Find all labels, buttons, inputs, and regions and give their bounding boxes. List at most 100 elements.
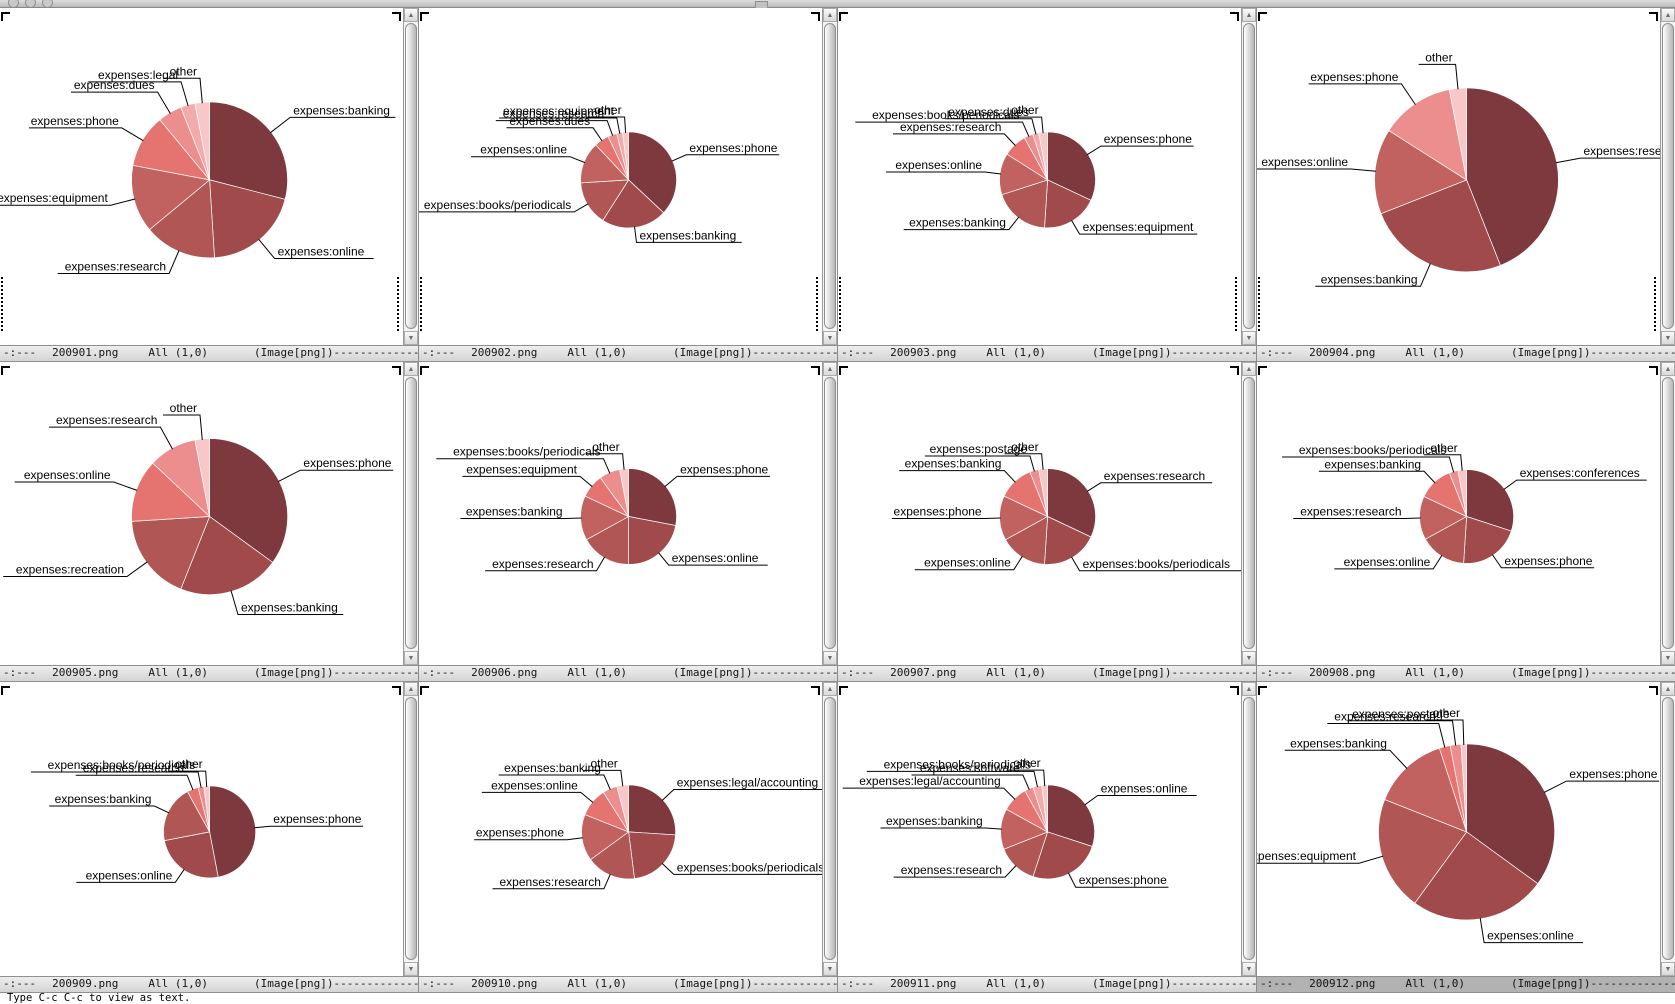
scroll-down-arrow-icon[interactable]: ▼ bbox=[1661, 962, 1675, 976]
svg-text:expenses:recreation: expenses:recreation bbox=[16, 563, 124, 577]
image-buffer[interactable]: expenses:phone expenses:equipment expenses… bbox=[838, 8, 1256, 345]
scroll-down-arrow-icon[interactable]: ▼ bbox=[404, 962, 418, 976]
modeline-dashes: ----------------------------------------… bbox=[333, 977, 418, 990]
modeline[interactable]: -:--- 200911.png All (1,0) (Image[png])----… bbox=[838, 976, 1256, 993]
scroll-up-arrow-icon[interactable]: ▲ bbox=[404, 362, 418, 376]
svg-text:expenses:legal/accounting: expenses:legal/accounting bbox=[859, 774, 1000, 788]
image-buffer[interactable]: expenses:phone expenses:online expenses:eq… bbox=[1257, 682, 1675, 976]
svg-text:expenses:legal/accounting: expenses:legal/accounting bbox=[677, 776, 818, 790]
scrollbar-thumb[interactable] bbox=[405, 23, 417, 329]
modeline-major-mode: (Image[png]) bbox=[672, 666, 753, 679]
modeline-buffer-name: 200907.png bbox=[890, 666, 957, 679]
scroll-down-arrow-icon[interactable]: ▼ bbox=[1661, 651, 1675, 665]
image-buffer[interactable]: expenses:banking expenses:online expenses:… bbox=[0, 8, 418, 345]
image-corner-mark bbox=[1258, 12, 1267, 21]
image-buffer[interactable]: expenses:online expenses:phone expenses:re… bbox=[838, 682, 1256, 976]
modeline[interactable]: -:--- 200910.png All (1,0) (Image[png])----… bbox=[419, 976, 837, 993]
modeline[interactable]: -:--- 200908.png All (1,0) (Image[png])----… bbox=[1257, 665, 1675, 682]
scroll-up-arrow-icon[interactable]: ▲ bbox=[1661, 682, 1675, 696]
modeline-buffer-name: 200912.png bbox=[1309, 977, 1376, 990]
image-buffer[interactable]: expenses:research expenses:banking expense… bbox=[1257, 8, 1675, 345]
modeline-prefix: -:--- bbox=[422, 977, 456, 990]
image-buffer[interactable]: expenses:conferences expenses:phone expens… bbox=[1257, 362, 1675, 665]
scroll-up-arrow-icon[interactable]: ▲ bbox=[1242, 8, 1256, 22]
scroll-down-arrow-icon[interactable]: ▼ bbox=[823, 651, 837, 665]
modeline[interactable]: -:--- 200909.png All (1,0) (Image[png])----… bbox=[0, 976, 418, 993]
scroll-down-arrow-icon[interactable]: ▼ bbox=[823, 331, 837, 345]
scroll-up-arrow-icon[interactable]: ▲ bbox=[823, 8, 837, 22]
modeline[interactable]: -:--- 200906.png All (1,0) (Image[png])----… bbox=[419, 665, 837, 682]
scroll-down-arrow-icon[interactable]: ▼ bbox=[1242, 962, 1256, 976]
scrollbar-thumb[interactable] bbox=[1662, 23, 1674, 329]
scrollbar[interactable]: ▲ ▼ bbox=[403, 682, 418, 976]
scroll-up-arrow-icon[interactable]: ▲ bbox=[823, 682, 837, 696]
scrollbar[interactable]: ▲ ▼ bbox=[1660, 362, 1675, 665]
scrollbar[interactable]: ▲ ▼ bbox=[822, 8, 837, 345]
svg-text:expenses:research: expenses:research bbox=[56, 413, 157, 427]
image-corner-mark bbox=[1, 12, 10, 21]
scrollbar[interactable]: ▲ ▼ bbox=[1241, 8, 1256, 345]
scroll-down-arrow-icon[interactable]: ▼ bbox=[1242, 651, 1256, 665]
svg-text:expenses:books/periodicals: expenses:books/periodicals bbox=[48, 758, 195, 772]
scrollbar-thumb[interactable] bbox=[1243, 23, 1255, 329]
fringe-continuation-dots bbox=[1654, 277, 1656, 331]
scrollbar[interactable]: ▲ ▼ bbox=[1660, 8, 1675, 345]
window-close-button[interactable] bbox=[8, 0, 19, 8]
scrollbar-thumb[interactable] bbox=[1243, 697, 1255, 960]
scroll-up-arrow-icon[interactable]: ▲ bbox=[1661, 362, 1675, 376]
scrollbar-thumb[interactable] bbox=[824, 697, 836, 960]
scroll-up-arrow-icon[interactable]: ▲ bbox=[1242, 682, 1256, 696]
image-buffer[interactable]: expenses:phone expenses:banking expenses:b… bbox=[419, 8, 837, 345]
scroll-down-arrow-icon[interactable]: ▼ bbox=[404, 331, 418, 345]
scroll-up-arrow-icon[interactable]: ▲ bbox=[1661, 8, 1675, 22]
scroll-down-arrow-icon[interactable]: ▼ bbox=[404, 651, 418, 665]
window-minimize-button[interactable] bbox=[25, 0, 36, 8]
scrollbar-thumb[interactable] bbox=[824, 23, 836, 329]
scrollbar[interactable]: ▲ ▼ bbox=[403, 362, 418, 665]
image-buffer[interactable]: expenses:phone expenses:banking expenses:r… bbox=[0, 362, 418, 665]
svg-text:expenses:legal: expenses:legal bbox=[98, 68, 178, 82]
image-buffer[interactable]: expenses:research expenses:books/periodic… bbox=[838, 362, 1256, 665]
modeline[interactable]: -:--- 200901.png All (1,0) (Image[png])----… bbox=[0, 345, 418, 362]
scroll-up-arrow-icon[interactable]: ▲ bbox=[823, 362, 837, 376]
modeline[interactable]: -:--- 200912.png All (1,0) (Image[png])----… bbox=[1257, 976, 1675, 993]
svg-text:expenses:phone: expenses:phone bbox=[273, 812, 361, 826]
scrollbar-thumb[interactable] bbox=[1662, 697, 1674, 960]
scrollbar[interactable]: ▲ ▼ bbox=[1241, 362, 1256, 665]
scrollbar[interactable]: ▲ ▼ bbox=[403, 8, 418, 345]
scroll-down-arrow-icon[interactable]: ▼ bbox=[1242, 331, 1256, 345]
scroll-up-arrow-icon[interactable]: ▲ bbox=[1242, 362, 1256, 376]
image-corner-mark bbox=[420, 12, 429, 21]
svg-text:expenses:books/periodicals: expenses:books/periodicals bbox=[424, 198, 571, 212]
scrollbar-thumb[interactable] bbox=[1243, 377, 1255, 649]
window-zoom-button[interactable] bbox=[42, 0, 53, 8]
modeline-major-mode: (Image[png]) bbox=[1510, 346, 1591, 359]
scrollbar-thumb[interactable] bbox=[405, 697, 417, 960]
scrollbar-thumb[interactable] bbox=[405, 377, 417, 649]
svg-text:expenses:online: expenses:online bbox=[895, 158, 982, 172]
modeline-dashes: ----------------------------------------… bbox=[333, 346, 418, 359]
image-buffer[interactable]: expenses:phone expenses:online expenses:ba… bbox=[0, 682, 418, 976]
scrollbar[interactable]: ▲ ▼ bbox=[1241, 682, 1256, 976]
scroll-up-arrow-icon[interactable]: ▲ bbox=[404, 8, 418, 22]
modeline[interactable]: -:--- 200903.png All (1,0) (Image[png])----… bbox=[838, 345, 1256, 362]
scroll-down-arrow-icon[interactable]: ▼ bbox=[1661, 331, 1675, 345]
modeline[interactable]: -:--- 200907.png All (1,0) (Image[png])----… bbox=[838, 665, 1256, 682]
fringe-continuation-dots bbox=[420, 277, 422, 331]
image-buffer[interactable]: expenses:legal/accounting expenses:books/… bbox=[419, 682, 837, 976]
scroll-down-arrow-icon[interactable]: ▼ bbox=[823, 962, 837, 976]
scrollbar[interactable]: ▲ ▼ bbox=[822, 362, 837, 665]
scrollbar[interactable]: ▲ ▼ bbox=[822, 682, 837, 976]
modeline[interactable]: -:--- 200905.png All (1,0) (Image[png])----… bbox=[0, 665, 418, 682]
scroll-up-arrow-icon[interactable]: ▲ bbox=[404, 682, 418, 696]
scrollbar-thumb[interactable] bbox=[1662, 377, 1674, 649]
modeline[interactable]: -:--- 200904.png All (1,0) (Image[png])----… bbox=[1257, 345, 1675, 362]
scrollbar[interactable]: ▲ ▼ bbox=[1660, 682, 1675, 976]
image-buffer[interactable]: expenses:phone expenses:online expenses:re… bbox=[419, 362, 837, 665]
window-row-2: expenses:phone expenses:banking expenses:r… bbox=[0, 362, 1675, 682]
modeline-prefix: -:--- bbox=[841, 666, 875, 679]
modeline-position: All (1,0) bbox=[148, 977, 208, 990]
modeline[interactable]: -:--- 200902.png All (1,0) (Image[png])----… bbox=[419, 345, 837, 362]
fringe-continuation-dots bbox=[397, 277, 399, 331]
scrollbar-thumb[interactable] bbox=[824, 377, 836, 649]
